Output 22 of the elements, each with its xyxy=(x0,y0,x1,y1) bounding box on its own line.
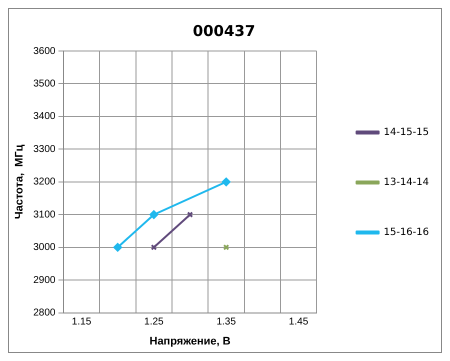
y-tick-label: 3100 xyxy=(33,209,56,220)
y-tick-label: 2800 xyxy=(33,308,56,319)
point xyxy=(149,210,158,220)
legend-label: 13-14-14 xyxy=(384,177,429,188)
legend-label: 14-15-15 xyxy=(384,127,429,138)
y-tick-label: 3000 xyxy=(33,242,56,254)
x-axis-title: Напряжение, В xyxy=(149,335,231,348)
point xyxy=(222,177,231,186)
point xyxy=(113,242,122,252)
y-tick-label: 3300 xyxy=(33,144,56,155)
y-tick-label: 3400 xyxy=(33,111,56,122)
y-axis-title: Частота, МГц xyxy=(14,144,26,220)
legend-label: 15-16-16 xyxy=(384,227,429,238)
x-tick-label: 1.45 xyxy=(288,316,309,328)
y-tick-label: 2900 xyxy=(33,274,56,286)
y-tick-label: 3500 xyxy=(33,78,56,90)
x-tick-label: 1.15 xyxy=(72,316,92,328)
x-tick-label: 1.25 xyxy=(144,316,164,328)
y-tick-label: 3600 xyxy=(33,46,56,57)
x-tick-label: 1.35 xyxy=(216,316,236,328)
chart-title: 000437 xyxy=(192,22,256,40)
y-tick-label: 3200 xyxy=(33,176,56,188)
